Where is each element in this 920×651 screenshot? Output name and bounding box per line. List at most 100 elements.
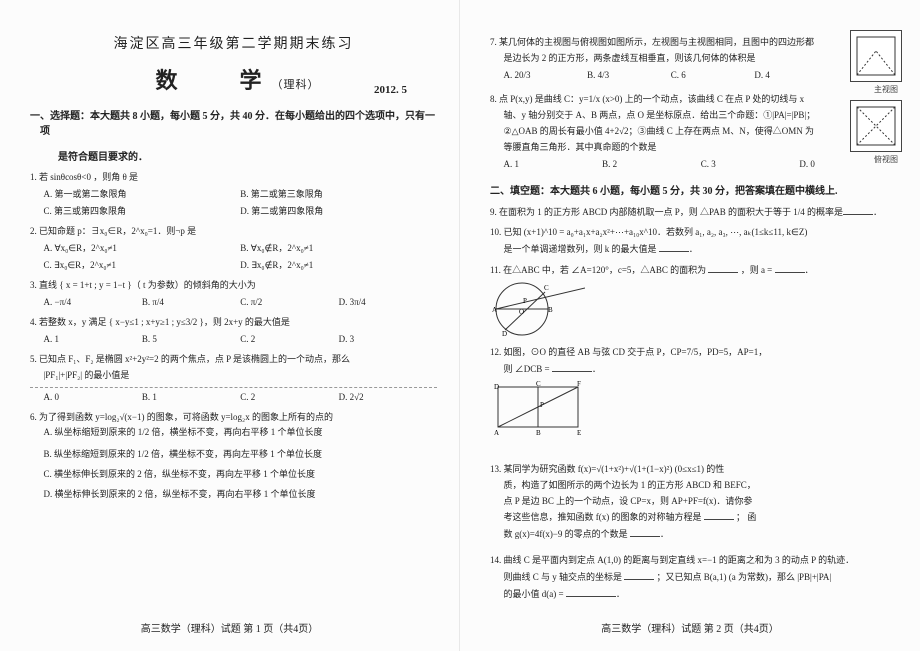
top-view-icon	[851, 101, 901, 151]
svg-text:A: A	[494, 429, 499, 437]
q7-opt-b: B. 4/3	[587, 69, 671, 83]
q11-blank2	[775, 263, 805, 273]
q13d-text: 考这些信息，推知函数 f(x) 的图象的对称轴方程是	[504, 512, 702, 522]
q2-opt-c: C. ∃x₀∈R，2^x₀≠1	[44, 259, 241, 273]
q10: 10. 已知 (x+1)^10 = a₀+a₁x+a₂x²+⋯+a₁₀x^10．…	[490, 226, 898, 240]
page-1: 海淀区高三年级第二学期期末练习 数 学（理科） 2012. 5 一、选择题：本大…	[0, 0, 460, 651]
q14c-text: ；又已知点 B(a,1) (a 为常数)，那么 |PB|+|PA|	[657, 572, 832, 582]
q3: 3. 直线 { x = 1+t ; y = 1−t }（ t 为参数）的倾斜角的…	[30, 279, 437, 293]
svg-text:O: O	[519, 308, 524, 316]
q7-opts: A. 20/3 B. 4/3 C. 6 D. 4	[490, 69, 898, 83]
svg-text:B: B	[548, 306, 553, 314]
q8-opt-b: B. 2	[602, 158, 701, 172]
q4-opts: A. 1 B. 5 C. 2 D. 3	[30, 333, 437, 347]
q1: 1. 若 sinθcosθ<0 ，则角 θ 是	[30, 171, 437, 185]
q8-opts: A. 1 B. 2 C. 3 D. 0	[490, 158, 898, 172]
svg-text:P: P	[540, 401, 544, 409]
q10-blank	[659, 242, 689, 252]
q5: 5. 已知点 F₁、F₂ 是椭圆 x²+2y²=2 的两个焦点，点 P 是该椭圆…	[30, 353, 437, 367]
q14-line2: 则曲线 C 与 y 轴交点的坐标是 ；又已知点 B(a,1) (a 为常数)，那…	[490, 570, 898, 585]
q1-opt-c: C. 第三或第四象限角	[44, 205, 241, 219]
q5-opt-d: D. 2√2	[339, 391, 437, 405]
q14-line3: 的最小值 d(a) = ．	[490, 587, 898, 602]
q14b-text: 则曲线 C 与 y 轴交点的坐标是	[504, 572, 623, 582]
q6-opt-c: C. 横坐标伸长到原来的 2 倍，纵坐标不变，再向左平移 1 个单位长度	[30, 468, 437, 482]
q5-opt-b: B. 1	[142, 391, 240, 405]
q5-opt-a: A. 0	[44, 391, 142, 405]
q11-text: 11. 在△ABC 中，若 ∠A=120°，c=5，△ABC 的面积为	[490, 265, 706, 275]
q13-line5: 数 g(x)=4f(x)−9 的零点的个数是 ．	[490, 527, 898, 542]
q11b-text: ，则 a =	[741, 265, 773, 275]
svg-text:F: F	[577, 380, 581, 388]
q3-opt-c: C. π/2	[240, 296, 338, 310]
q7-line2: 是边长为 2 的正方形，两条虚线互相垂直，则该几何体的体积是	[490, 52, 898, 66]
q8-line2: 轴、y 轴分别交于 A、B 两点，点 O 是坐标原点．给出三个命题：①|PA|=…	[490, 109, 898, 123]
two-squares-icon: D C F A B E P	[490, 377, 590, 449]
q4-opt-a: A. 1	[44, 333, 142, 347]
q5-line2: |PF₁|+|PF₂| 的最小值是	[30, 369, 437, 383]
q2: 2. 已知命题 p：∃x₀∈R，2^x₀=1．则¬p 是	[30, 225, 437, 239]
q5-opts: A. 0 B. 1 C. 2 D. 2√2	[30, 391, 437, 405]
divider-line	[30, 387, 437, 388]
q7-opt-d: D. 4	[754, 69, 838, 83]
q8-line4: 等腰直角三角形．其中真命题的个数是	[490, 141, 898, 155]
title-text: 数 学	[155, 68, 281, 93]
q3-opts: A. −π/4 B. π/4 C. π/2 D. 3π/4	[30, 296, 437, 310]
q12-line2: 则 ∠DCB = ．	[490, 362, 898, 377]
q1-opt-a: A. 第一或第二象限角	[44, 188, 241, 202]
q8-opt-c: C. 3	[701, 158, 800, 172]
circle-chord-icon: A B C D P O	[490, 278, 585, 340]
footer-page-2: 高三数学（理科）试题 第 2 页（共4页）	[460, 622, 920, 638]
q1-opts-row2: C. 第三或第四象限角 D. 第二或第四象限角	[30, 205, 437, 219]
svg-text:B: B	[536, 429, 541, 437]
front-view-icon	[851, 31, 901, 81]
q2-opt-a: A. ∀x₀∈R，2^x₀≠1	[44, 242, 241, 256]
q13-blank2	[630, 527, 660, 537]
svg-text:D: D	[502, 330, 507, 338]
q13-line4: 考这些信息，推知函数 f(x) 的图象的对称轴方程是 ； 函	[490, 510, 898, 525]
section-1-heading-b: 是符合题目要求的．	[30, 150, 437, 166]
q12b-text: 则 ∠DCB =	[504, 364, 550, 374]
q9-text: 9. 在面积为 1 的正方形 ABCD 内部随机取一点 P，则 △PAB 的面积…	[490, 207, 843, 217]
q11-blank1	[708, 263, 738, 273]
q13-line2: 质，构造了如图所示的两个边长为 1 的正方形 ABCD 和 BEFC，	[490, 479, 898, 493]
q9-blank	[843, 205, 873, 215]
figure-7b-label: 俯视图	[874, 154, 898, 166]
q8-line3: ②△OAB 的周长有最小值 4+2√2；③曲线 C 上存在两点 M、N，使得△O…	[490, 125, 898, 139]
q6-opt-a: A. 纵坐标缩短到原来的 1/2 倍，横坐标不变，再向右平移 1 个单位长度	[30, 426, 437, 440]
q8-opt-a: A. 1	[504, 158, 603, 172]
section-1-heading-a: 一、选择题：本大题共 8 小题，每小题 5 分，共 40 分．在每小题给出的四个…	[30, 109, 437, 140]
q13-blank1	[704, 510, 734, 520]
q4-opt-b: B. 5	[142, 333, 240, 347]
q6: 6. 为了得到函数 y=log₂√(x−1) 的图象，可将函数 y=log₂x …	[30, 411, 437, 425]
q2-opts-row1: A. ∀x₀∈R，2^x₀≠1 B. ∀x₀∉R，2^x₀≠1	[30, 242, 437, 256]
q1-opts-row1: A. 第一或第二象限角 B. 第二或第三象限角	[30, 188, 437, 202]
q4: 4. 若整数 x，y 满足 { x−y≤1 ; x+y≥1 ; y≤3/2 }，…	[30, 316, 437, 330]
svg-text:C: C	[544, 284, 549, 292]
q13e-text: ； 函	[736, 512, 756, 522]
q2-opts-row2: C. ∃x₀∈R，2^x₀≠1 D. ∃x₀∉R，2^x₀≠1	[30, 259, 437, 273]
svg-text:P: P	[523, 297, 527, 305]
q1-opt-b: B. 第二或第三象限角	[240, 188, 437, 202]
q10b-text: 是一个单调递增数列，则 k 的最大值是	[504, 244, 657, 254]
q3-opt-b: B. π/4	[142, 296, 240, 310]
q6-opt-b: B. 纵坐标缩短到原来的 1/2 倍，横坐标不变，再向左平移 1 个单位长度	[30, 448, 437, 462]
q7-opt-a: A. 20/3	[504, 69, 588, 83]
svg-text:A: A	[492, 306, 497, 314]
q1-opt-d: D. 第二或第四象限角	[240, 205, 437, 219]
figure-7-top-view	[850, 100, 902, 152]
q14-blank2	[566, 587, 616, 597]
q10-line2: 是一个单调递增数列，则 k 的最大值是 ．	[490, 242, 898, 257]
figure-13: D C F A B E P	[490, 377, 590, 449]
q2-opt-b: B. ∀x₀∉R，2^x₀≠1	[240, 242, 437, 256]
svg-text:C: C	[536, 380, 541, 388]
q6-opt-d: D. 横坐标伸长到原来的 2 倍，纵坐标不变，再向右平移 1 个单位长度	[30, 488, 437, 502]
q13f-text: 数 g(x)=4f(x)−9 的零点的个数是	[504, 529, 628, 539]
q5-opt-c: C. 2	[240, 391, 338, 405]
q14d-text: 的最小值 d(a) =	[504, 589, 564, 599]
q4-opt-d: D. 3	[339, 333, 437, 347]
q3-opt-d: D. 3π/4	[339, 296, 437, 310]
title-sub: （理科）	[272, 79, 320, 91]
footer-page-1: 高三数学（理科）试题 第 1 页（共4页）	[0, 622, 459, 638]
q13: 13. 某同学为研究函数 f(x)=√(1+x²)+√(1+(1−x)²) (0…	[490, 463, 898, 477]
